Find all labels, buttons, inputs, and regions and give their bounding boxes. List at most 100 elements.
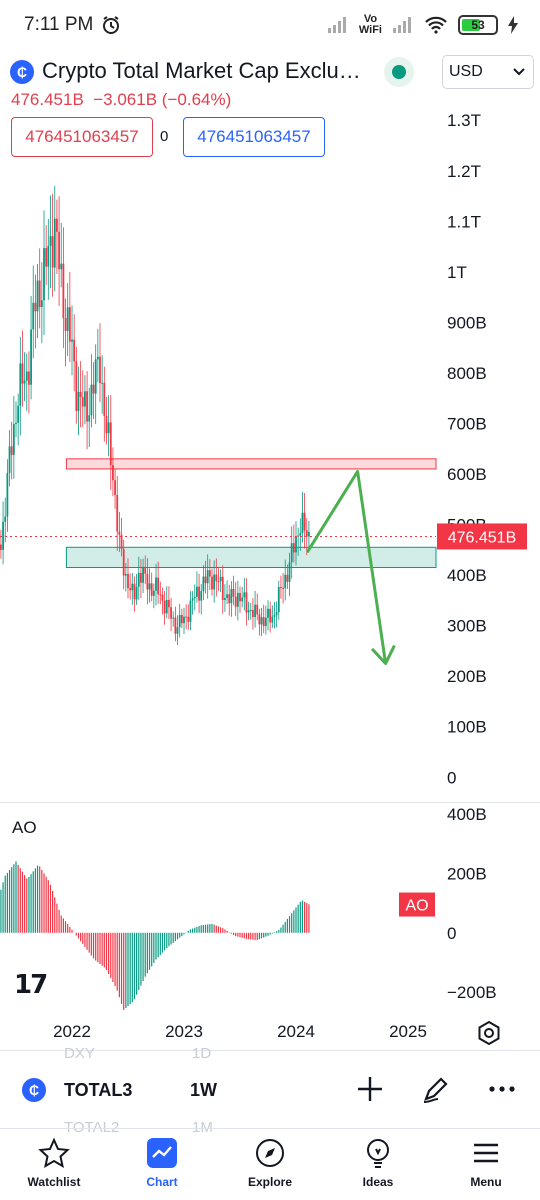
hamburger-icon	[470, 1137, 502, 1169]
nav-ideas[interactable]: Ideas	[324, 1129, 432, 1200]
candle-body	[84, 391, 86, 407]
candle-body	[211, 576, 213, 590]
candle-body	[284, 574, 287, 589]
candle-body	[290, 543, 293, 563]
y-axis-label: 0	[447, 768, 456, 787]
candle-body	[161, 594, 164, 601]
nav-menu[interactable]: Menu	[432, 1129, 540, 1200]
candle-body	[64, 318, 67, 331]
spread-value: 0	[160, 128, 169, 145]
candle-body	[112, 465, 114, 481]
market-status-indicator[interactable]	[384, 57, 414, 87]
signal-icon-2	[393, 17, 411, 33]
ghost-symbol-top: DXY	[64, 1045, 95, 1062]
candle-body	[49, 236, 52, 246]
candle-body	[273, 614, 276, 617]
candle-body	[122, 548, 125, 576]
candle-body	[224, 598, 226, 600]
candle-body	[23, 380, 26, 384]
candle-body	[94, 359, 97, 394]
candle-body	[56, 218, 58, 232]
candle-body	[189, 600, 192, 622]
candle-body	[75, 361, 78, 411]
lightbulb-icon	[362, 1137, 394, 1169]
add-icon[interactable]	[354, 1073, 386, 1105]
candle-body	[217, 581, 220, 583]
ao-axis-label: 200B	[447, 864, 487, 883]
ao-indicator-pane[interactable]: 400B 200B 0 −200B AO	[0, 802, 540, 1016]
candle-body	[58, 231, 60, 270]
nav-explore[interactable]: Explore	[216, 1129, 324, 1200]
interval-selector[interactable]: 1W	[190, 1080, 217, 1100]
candle-body	[286, 574, 289, 582]
candle-body	[303, 512, 306, 531]
candle-body	[6, 472, 9, 517]
candle-body	[157, 577, 160, 595]
candle-body	[236, 592, 239, 607]
y-axis-label: 1.1T	[447, 212, 481, 231]
candle-body	[200, 590, 203, 601]
candle-body	[135, 586, 138, 600]
drawing-pen-icon[interactable]	[420, 1073, 452, 1105]
last-price: 476.451B	[11, 90, 84, 109]
y-axis-label: 900B	[447, 313, 487, 332]
currency-select[interactable]: USD	[442, 55, 534, 89]
symbol-title[interactable]: Crypto Total Market Cap Exclu…	[42, 58, 361, 83]
sell-button[interactable]: 476451063457	[11, 117, 153, 157]
symbol-name[interactable]: TOTAL3	[64, 1080, 133, 1100]
candle-body	[275, 612, 278, 615]
candle-body	[208, 570, 211, 577]
status-time: 7:11 PM	[24, 14, 94, 35]
more-options-icon[interactable]	[486, 1073, 518, 1105]
candle-body	[202, 576, 205, 591]
candle-body	[30, 329, 32, 385]
candle-body	[8, 446, 11, 473]
candle-body	[73, 339, 76, 362]
candle-body	[221, 576, 224, 600]
candle-body	[124, 573, 127, 576]
ao-axis-label: 400B	[447, 805, 487, 824]
ao-label[interactable]: AO	[12, 818, 37, 837]
candle-body	[79, 391, 82, 398]
chart-settings-icon[interactable]	[476, 1020, 502, 1046]
candle-body	[116, 494, 119, 532]
candle-body	[228, 594, 231, 604]
candle-body	[280, 587, 282, 589]
support-zone	[65, 546, 437, 569]
nav-watchlist[interactable]: Watchlist	[0, 1129, 108, 1200]
candle-body	[51, 236, 54, 268]
candle-body	[234, 596, 237, 607]
currency-value: USD	[449, 63, 483, 80]
candle-body	[232, 588, 235, 597]
candle-body	[288, 562, 291, 582]
price-chart[interactable]: 1.3T1.2T1.1T1T900B800B700B600B500B400B30…	[0, 100, 540, 800]
candle-body	[264, 617, 267, 627]
candle-body	[215, 574, 218, 582]
candle-body	[21, 363, 24, 384]
buy-button[interactable]: 476451063457	[183, 117, 325, 157]
ghost-interval-bottom: 1M	[192, 1119, 213, 1136]
y-axis-label: 1T	[447, 263, 467, 282]
candle-body	[260, 617, 263, 625]
candle-body	[241, 597, 244, 602]
candle-body	[103, 382, 106, 416]
y-axis-label: 600B	[447, 465, 487, 484]
ao-badge-label: AO	[405, 898, 428, 915]
candle-body	[109, 422, 112, 466]
y-axis-label: 800B	[447, 364, 487, 383]
ao-badge	[399, 892, 435, 917]
nav-chart[interactable]: Chart	[108, 1129, 216, 1200]
symbol-logo-icon[interactable]: ₵	[10, 60, 34, 84]
candle-body	[204, 576, 207, 584]
y-axis-label: 700B	[447, 414, 487, 433]
candle-body	[81, 397, 84, 407]
candle-body	[43, 248, 45, 301]
candle-body	[178, 614, 181, 628]
candle-body	[254, 604, 256, 618]
time-axis[interactable]: 2022 2023 2024 2025	[0, 1016, 540, 1050]
candle-body	[137, 572, 140, 587]
candle-body	[187, 616, 190, 622]
candle-body	[245, 592, 248, 613]
candle-body	[129, 588, 132, 591]
candle-body	[107, 422, 110, 434]
